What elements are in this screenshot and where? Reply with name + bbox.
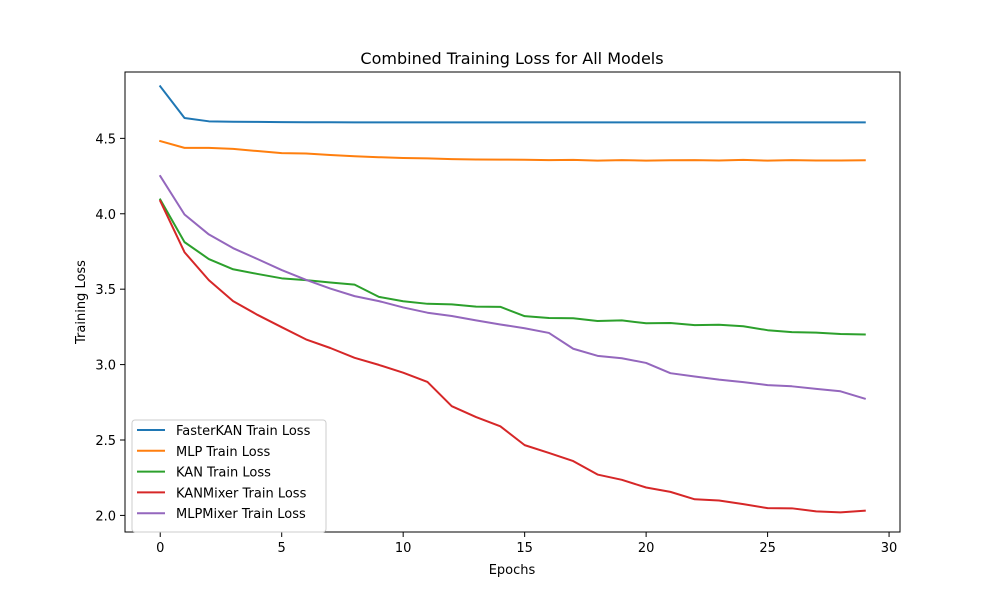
plot-area-frame <box>124 71 901 533</box>
legend-label-0: FasterKAN Train Loss <box>176 424 311 439</box>
x-tick-label: 25 <box>759 541 776 556</box>
y-tick-label: 3.5 <box>95 283 116 298</box>
legend-label-1: MLP Train Loss <box>176 445 270 460</box>
series-line-1 <box>158 139 866 162</box>
series-line-2 <box>158 198 866 336</box>
x-tick-label: 30 <box>881 541 898 556</box>
series-line-4 <box>158 174 867 400</box>
y-axis-ticks: 2.0 2.5 3.0 3.5 4.0 4.5 <box>95 132 125 524</box>
series-lines <box>158 84 867 514</box>
series-line-0 <box>158 84 866 124</box>
chart-title: Combined Training Loss for All Models <box>360 49 663 68</box>
y-tick-label: 2.5 <box>95 434 116 449</box>
x-tick-label: 20 <box>638 541 655 556</box>
x-tick-label: 10 <box>395 541 412 556</box>
y-tick-label: 3.0 <box>95 359 116 374</box>
y-tick-label: 4.0 <box>95 208 116 223</box>
y-axis-label: Training Loss <box>74 260 89 345</box>
legend: FasterKAN Train Loss MLP Train Loss KAN Tr… <box>131 419 327 533</box>
legend-label-2: KAN Train Loss <box>176 466 271 481</box>
y-tick-label: 2.0 <box>95 509 116 524</box>
legend-box <box>131 419 327 533</box>
y-tick-label: 4.5 <box>95 132 116 147</box>
x-axis-label: Epochs <box>489 563 536 578</box>
legend-label-3: KANMixer Train Loss <box>176 486 307 501</box>
legend-label-4: MLPMixer Train Loss <box>176 507 306 522</box>
series-line-3 <box>158 199 866 514</box>
x-tick-label: 5 <box>278 541 286 556</box>
x-tick-label: 0 <box>156 541 164 556</box>
x-tick-label: 15 <box>516 541 533 556</box>
x-axis-ticks: 0 5 10 15 20 25 30 <box>156 532 897 556</box>
